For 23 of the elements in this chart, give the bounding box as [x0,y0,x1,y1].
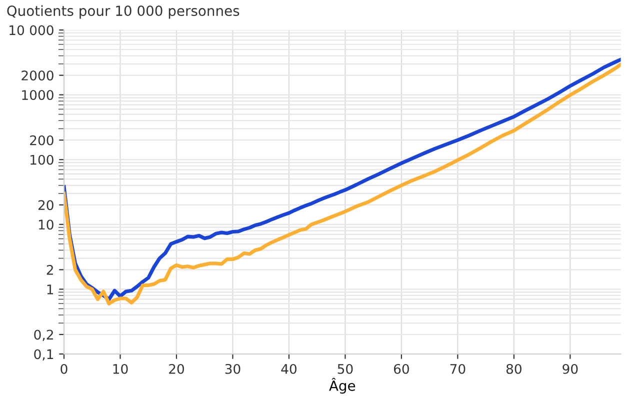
y-tick-label: 2000 [22,70,54,80]
y-tick-label: 10 [38,220,54,230]
x-tick-label: 0 [60,364,68,374]
x-tick-label: 80 [506,364,522,374]
y-tick-label: 0,1 [34,349,54,361]
x-tick-label: 20 [169,364,184,374]
x-tick-label: 60 [394,364,409,374]
y-tick-label: 200 [30,135,54,146]
x-tick-label: 10 [113,364,128,374]
x-tick-label: 40 [281,364,296,374]
y-tick-label: 100 [30,154,54,165]
x-tick-label: 50 [338,364,353,374]
y-tick-label: 1 [47,284,54,294]
x-axis-title: Âge [329,378,356,394]
y-tick-label: 0,2 [34,330,53,342]
x-tick-label: 70 [450,364,466,374]
chart-title: Quotients pour 10 000 personnes [7,5,240,19]
y-tick-label: 2 [46,264,53,275]
y-tick-label: 10 000 [10,25,54,36]
y-tick-label: 1000 [22,90,54,100]
x-tick-label: 30 [225,364,240,374]
x-tick-label: 90 [562,364,578,374]
y-tick-label: 20 [38,200,54,210]
